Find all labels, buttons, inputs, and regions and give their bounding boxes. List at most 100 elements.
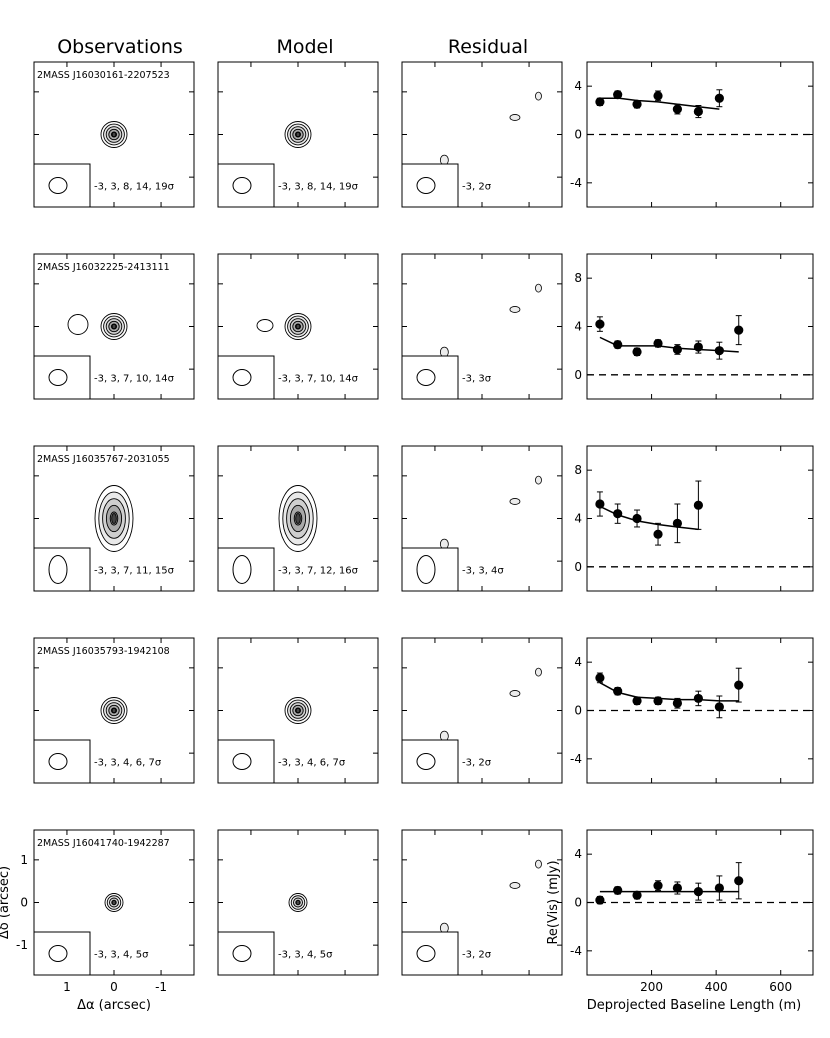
- data-point: [613, 340, 623, 350]
- contour-levels-label: -3, 3, 4, 6, 7σ: [278, 758, 346, 769]
- y-tick-label: 0: [574, 560, 582, 574]
- data-point: [632, 890, 642, 900]
- beam-ellipse: [232, 177, 252, 194]
- source-peak: [295, 707, 301, 714]
- data-point: [693, 106, 703, 117]
- beam-ellipse: [416, 555, 436, 584]
- data-point: [714, 346, 724, 356]
- data-point: [632, 99, 642, 109]
- data-point: [653, 529, 663, 539]
- companion-contour: [67, 314, 89, 335]
- beam-ellipse: [232, 945, 252, 962]
- source-peak: [295, 131, 301, 138]
- data-point: [714, 702, 724, 712]
- source-peak: [111, 899, 117, 906]
- beam-ellipse: [48, 945, 68, 962]
- contour-levels-label: -3, 3σ: [462, 374, 492, 385]
- column-title-residual: Residual: [447, 36, 529, 58]
- data-point: [653, 880, 663, 891]
- source-name-label: 2MASS J16035793-1942108: [37, 646, 170, 657]
- image-axes-labels: 1 0 -1 1 0 -1 Δα (arcsec) Δδ (arcsec): [0, 853, 167, 1013]
- data-point: [734, 325, 744, 335]
- image-panel-residual-4: -3, 2σ: [401, 637, 563, 784]
- data-point: [632, 347, 642, 357]
- data-point: [653, 696, 663, 706]
- beam-ellipse: [416, 753, 436, 770]
- beam-box: [401, 163, 459, 208]
- panel-frame: [586, 253, 814, 400]
- beam-ellipse: [232, 555, 252, 584]
- data-point: [595, 319, 605, 329]
- visibility-panel-4: -4 0 4: [570, 637, 814, 784]
- x-axis-label: Δα (arcsec): [77, 998, 151, 1013]
- residual-contour: [535, 475, 542, 485]
- x-tick-label: 1: [63, 980, 71, 994]
- contour-levels-label: -3, 3, 4, 6, 7σ: [94, 758, 162, 769]
- beam-ellipse: [416, 369, 436, 386]
- data-point: [734, 876, 744, 886]
- image-panel-residual-3: -3, 3, 4σ: [401, 445, 563, 592]
- image-panel-observations-4: 2MASS J16035793-1942108 -3, 3, 4, 6, 7σ: [33, 637, 195, 784]
- data-point: [672, 883, 683, 893]
- data-point: [672, 698, 683, 708]
- residual-contour: [535, 667, 542, 677]
- beam-box: [401, 739, 459, 784]
- data-point: [672, 518, 683, 528]
- data-point: [734, 680, 744, 690]
- y-tick-label: 4: [574, 79, 582, 93]
- y-tick-label: 4: [574, 320, 582, 334]
- data-point: [693, 693, 703, 704]
- y-tick-label: 0: [574, 128, 582, 142]
- data-point: [595, 97, 605, 107]
- x-axis-label: Deprojected Baseline Length (m): [587, 998, 802, 1013]
- beam-box: [33, 739, 91, 784]
- source-name-label: 2MASS J16035767-2031055: [37, 454, 170, 465]
- companion-contour: [256, 319, 274, 332]
- beam-box: [217, 931, 275, 976]
- y-tick-label: 4: [574, 655, 582, 669]
- image-panel-model-3: -3, 3, 7, 12, 16σ: [217, 445, 379, 592]
- column-title-observations: Observations: [57, 36, 183, 58]
- y-tick-label: 8: [574, 463, 582, 477]
- contour-levels-label: -3, 2σ: [462, 182, 492, 193]
- beam-ellipse: [48, 555, 68, 584]
- contour-levels-label: -3, 3, 7, 10, 14σ: [278, 374, 359, 385]
- beam-ellipse: [232, 753, 252, 770]
- contour-levels-label: -3, 3, 7, 12, 16σ: [278, 566, 359, 577]
- residual-contour: [535, 91, 542, 101]
- beam-ellipse: [416, 177, 436, 194]
- contour-levels-label: -3, 3, 8, 14, 19σ: [94, 182, 175, 193]
- image-panel-residual-5: -3, 2σ: [401, 829, 563, 976]
- contour-levels-label: -3, 3, 8, 14, 19σ: [278, 182, 359, 193]
- y-axis-label: Δδ (arcsec): [0, 866, 12, 939]
- data-point: [613, 90, 623, 100]
- data-point: [653, 91, 663, 101]
- contour-levels-label: -3, 3, 7, 10, 14σ: [94, 374, 175, 385]
- y-tick-label: 4: [574, 847, 582, 861]
- image-panel-observations-5: 2MASS J16041740-1942287 -3, 3, 4, 5σ: [33, 829, 195, 976]
- image-panel-observations-1: 2MASS J16030161-2207523 -3, 3, 8, 14, 19σ: [33, 61, 195, 208]
- beam-box: [217, 547, 275, 592]
- beam-ellipse: [232, 369, 252, 386]
- data-point: [595, 673, 605, 683]
- beam-box: [217, 163, 275, 208]
- beam-box: [33, 355, 91, 400]
- source-peak: [111, 513, 117, 524]
- y-tick-label: -1: [16, 938, 28, 952]
- beam-ellipse: [48, 753, 68, 770]
- y-tick-label: 1: [20, 853, 28, 867]
- data-point: [714, 93, 724, 103]
- residual-contour: [509, 114, 521, 121]
- visibility-panel-1: -4 0 4: [570, 61, 814, 208]
- y-tick-label: -4: [570, 944, 582, 958]
- source-name-label: 2MASS J16030161-2207523: [37, 70, 170, 81]
- visibility-panel-5: -4 0 4 200 400 600 Deprojected Baseline Length…: [546, 829, 814, 1013]
- x-tick-label: 400: [705, 980, 728, 994]
- residual-contour: [535, 859, 542, 869]
- source-peak: [111, 707, 117, 714]
- y-tick-label: 0: [20, 896, 28, 910]
- data-point: [714, 883, 724, 893]
- image-panel-observations-2: 2MASS J16032225-2413111 -3, 3, 7, 10, 14σ: [33, 253, 195, 400]
- beam-box: [401, 931, 459, 976]
- contour-levels-label: -3, 3, 4σ: [462, 566, 504, 577]
